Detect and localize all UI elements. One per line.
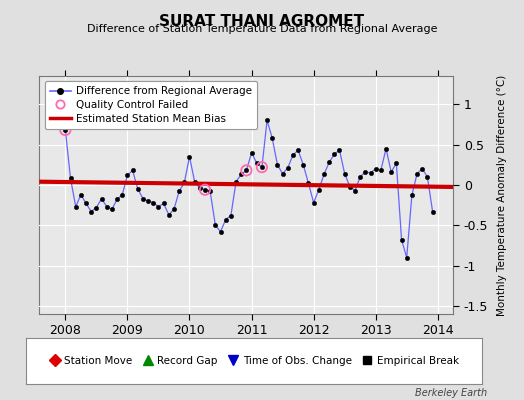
Y-axis label: Monthly Temperature Anomaly Difference (°C): Monthly Temperature Anomaly Difference (… [497,74,507,316]
Point [201,186,209,193]
Point [258,164,266,170]
Legend: Station Move, Record Gap, Time of Obs. Change, Empirical Break: Station Move, Record Gap, Time of Obs. C… [47,354,461,368]
Text: Difference of Station Temperature Data from Regional Average: Difference of Station Temperature Data f… [87,24,437,34]
Legend: Difference from Regional Average, Quality Control Failed, Estimated Station Mean: Difference from Regional Average, Qualit… [45,81,257,129]
Point [61,127,70,133]
Text: SURAT THANI AGROMET: SURAT THANI AGROMET [159,14,365,29]
Text: Berkeley Earth: Berkeley Earth [415,388,487,398]
Point [242,167,250,174]
